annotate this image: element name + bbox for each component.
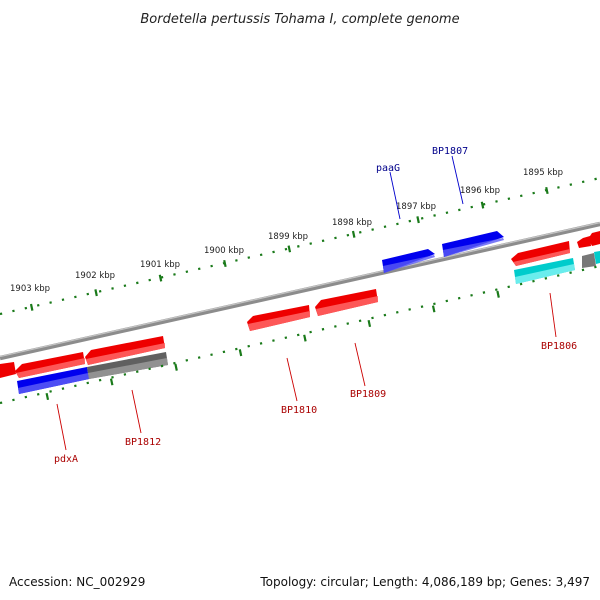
scale-major-tick <box>480 201 485 209</box>
scale-label-1895: 1895 kbp <box>523 168 563 178</box>
inner-scale-track <box>0 264 600 405</box>
scale-label-1901: 1901 kbp <box>140 260 180 270</box>
label-pdxA[interactable]: pdxA <box>54 454 78 465</box>
scale-label-1900: 1900 kbp <box>204 246 244 256</box>
backbone-highlight <box>0 222 600 358</box>
backbone-line <box>0 221 600 361</box>
gene-left-3[interactable] <box>85 336 165 365</box>
label-BP1809[interactable]: BP1809 <box>350 389 386 400</box>
leader-pdxA <box>56 403 67 451</box>
scale-label-1896: 1896 kbp <box>460 186 500 196</box>
forward-strand-genes <box>382 231 504 273</box>
label-leaders <box>56 155 557 451</box>
leader-paaG <box>389 171 401 220</box>
label-BP1806[interactable]: BP1806 <box>541 341 577 352</box>
scale-major-tick <box>431 305 436 313</box>
scale-label-1903: 1903 kbp <box>10 284 50 294</box>
scale-label-1897: 1897 kbp <box>396 202 436 212</box>
gene-BP1806-companion[interactable] <box>514 258 575 284</box>
scale-label-1898: 1898 kbp <box>332 218 372 228</box>
gene-BP1812[interactable] <box>87 352 168 379</box>
gene-left-2[interactable] <box>15 352 85 378</box>
scale-major-tick <box>45 392 50 401</box>
leader-BP1812 <box>131 389 142 434</box>
scale-major-tick <box>109 378 114 386</box>
scale-label-1899: 1899 kbp <box>268 232 308 242</box>
gene-paaG[interactable] <box>382 249 435 273</box>
scale-major-tick <box>158 274 163 282</box>
label-BP1810[interactable]: BP1810 <box>281 405 317 416</box>
scale-major-tick <box>416 216 420 224</box>
outer-scale-minor-ticks <box>0 176 600 316</box>
scale-major-tick <box>94 289 98 297</box>
scale-label-1902: 1902 kbp <box>75 271 115 281</box>
leader-BP1810 <box>286 357 298 402</box>
accession-text: Accession: NC_002929 <box>9 575 145 589</box>
gene-BP1809[interactable] <box>315 289 378 316</box>
inner-scale-major-ticks <box>45 290 500 401</box>
gene-pdxA[interactable] <box>17 367 89 394</box>
scale-major-tick <box>238 349 243 357</box>
reverse-strand-genes <box>0 231 600 394</box>
scale-major-tick <box>496 290 500 298</box>
scale-major-tick <box>287 245 292 253</box>
label-BP1807[interactable]: BP1807 <box>432 146 468 157</box>
genome-summary-text: Topology: circular; Length: 4,086,189 bp… <box>259 575 590 589</box>
label-BP1812[interactable]: BP1812 <box>125 437 161 448</box>
genome-title: Bordetella pertussis Tohama I, complete … <box>140 12 459 27</box>
gene-BP1807[interactable] <box>442 231 504 257</box>
gene-edge-right[interactable] <box>577 231 600 268</box>
gene-left-1[interactable] <box>0 362 16 378</box>
leader-BP1807 <box>451 155 464 205</box>
scale-major-tick <box>351 230 356 238</box>
outer-scale-major-ticks <box>29 186 549 311</box>
scale-major-tick <box>174 363 178 371</box>
gene-labels: paaG BP1807 BP1806 BP1809 BP1810 BP1812 … <box>54 146 577 465</box>
scale-major-tick <box>223 259 227 268</box>
inner-scale-minor-ticks <box>0 264 600 405</box>
scale-labels: 1903 kbp 1902 kbp 1901 kbp 1900 kbp 1899… <box>10 168 563 294</box>
gene-BP1806[interactable] <box>511 241 570 266</box>
leader-BP1806 <box>549 292 557 338</box>
gene-BP1810[interactable] <box>247 305 310 331</box>
label-paaG[interactable]: paaG <box>376 163 400 174</box>
scale-major-tick <box>367 319 372 328</box>
scale-major-tick <box>303 334 307 342</box>
genome-backbone <box>0 221 600 361</box>
scale-major-tick <box>29 303 34 311</box>
outer-scale-track: 1903 kbp 1902 kbp 1901 kbp 1900 kbp 1899… <box>0 168 600 316</box>
leader-BP1809 <box>354 342 366 387</box>
scale-major-tick <box>545 186 549 195</box>
